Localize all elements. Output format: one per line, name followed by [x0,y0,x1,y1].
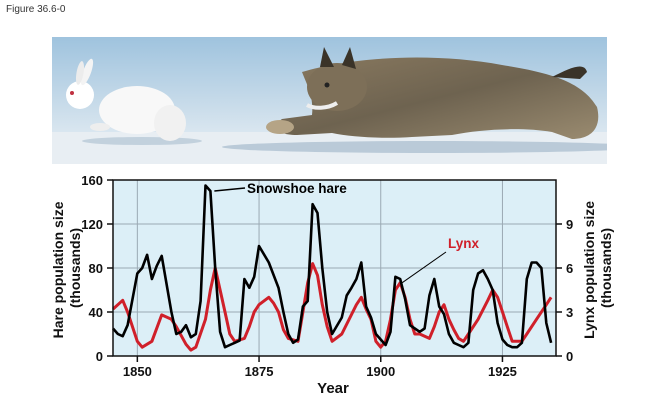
hare-annotation-pointer [214,187,246,192]
x-tick-label-3: 1925 [488,364,517,379]
left-tick-label-0: 0 [96,349,103,364]
lynx-annotation-pointer [401,251,447,284]
x-axis-title: Year [317,380,349,397]
tick-labels: 0 40 80 120 160 0 3 6 9 1850 1875 1900 1925 [81,173,573,379]
x-tick-label-2: 1900 [366,364,395,379]
right-tick-label-1: 3 [566,305,573,320]
x-tick-label-1: 1875 [245,364,274,379]
left-tick-label-3: 120 [81,217,103,232]
series-line-snowshoe-hare [112,184,553,349]
right-axis-title: Lynx population size (thousands) [581,197,614,339]
hare-annotation: Snowshoe hare [247,181,347,196]
x-tick-label-0: 1850 [123,364,152,379]
left-axis-title: Hare population size (thousands) [50,198,83,339]
lynx-figure [266,47,599,140]
hare-lynx-photo [52,37,607,164]
left-tick-label-2: 80 [89,261,103,276]
right-axis-title-line1: Lynx population size [581,201,597,339]
right-axis-title-line2: (thousands) [598,228,614,308]
left-axis-title-line2: (thousands) [67,228,83,308]
left-axis-title-line1: Hare population size [50,201,66,338]
left-tick-label-1: 40 [89,305,103,320]
right-tick-label-2: 6 [566,261,573,276]
photo-illustration [52,37,607,164]
snowshoe-hare-figure [66,58,186,141]
figure-label: Figure 36.6-0 [6,4,66,15]
series-layer [111,184,553,352]
right-tick-label-0: 0 [566,349,573,364]
lynx-annotation: Lynx [448,236,479,251]
right-tick-label-3: 9 [566,217,573,232]
left-tick-label-4: 160 [81,173,103,188]
